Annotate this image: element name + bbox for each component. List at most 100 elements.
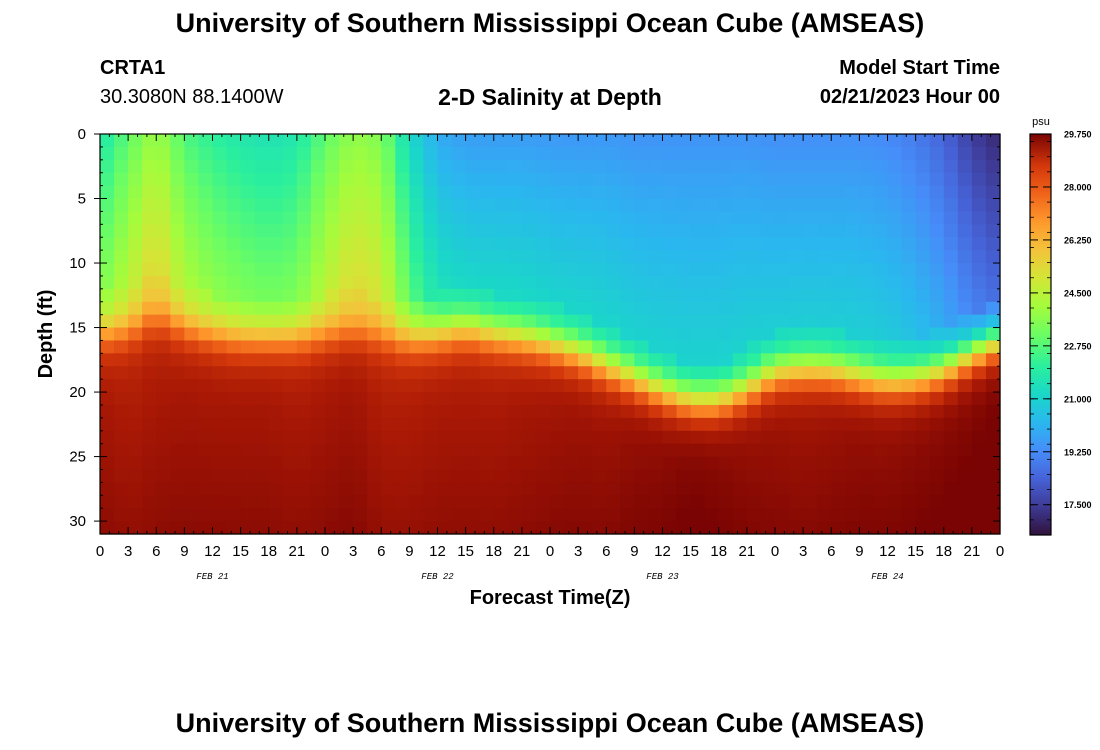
heatmap-cell <box>606 146 621 161</box>
heatmap-cell <box>156 211 171 225</box>
heatmap-cell <box>521 314 537 329</box>
heatmap-cell <box>212 314 228 329</box>
x-tick-label: 15 <box>682 543 699 560</box>
heatmap-cell <box>775 146 790 161</box>
heatmap-cell <box>451 146 467 161</box>
station-name: CRTA1 <box>100 57 166 79</box>
heatmap-cell <box>859 172 875 187</box>
heatmap-cell <box>156 469 171 483</box>
heatmap-cell <box>479 288 495 303</box>
heatmap-cell <box>325 430 340 445</box>
heatmap-cell <box>409 250 425 264</box>
heatmap-cell <box>592 443 607 458</box>
heatmap-cell <box>732 185 748 200</box>
heatmap-cell <box>592 263 607 277</box>
heatmap-cell <box>760 198 776 213</box>
x-tick-label: 3 <box>349 543 357 560</box>
heatmap-cell <box>142 301 157 316</box>
heatmap-cell <box>634 430 650 445</box>
heatmap-cell <box>451 521 467 535</box>
heatmap-cell <box>114 521 129 535</box>
heatmap-cell <box>718 211 734 225</box>
heatmap-cell <box>268 134 284 148</box>
heatmap-cell <box>493 430 509 445</box>
heatmap-cell <box>296 159 312 174</box>
heatmap-cell <box>240 443 256 458</box>
heatmap-cell <box>493 250 509 264</box>
heatmap-cell <box>578 327 593 342</box>
heatmap-cell <box>831 301 846 316</box>
heatmap-cell <box>901 404 917 419</box>
heatmap-cell <box>803 314 818 329</box>
heatmap-cell <box>859 185 875 200</box>
heatmap-cell <box>943 430 959 445</box>
heatmap-cell <box>845 288 860 303</box>
heatmap-cell <box>339 224 354 238</box>
heatmap-cell <box>156 134 171 148</box>
heatmap-cell <box>325 417 340 432</box>
heatmap-cell <box>170 263 185 277</box>
heatmap-cell <box>521 353 537 367</box>
heatmap-cell <box>114 417 129 432</box>
heatmap-cell <box>789 237 804 251</box>
heatmap-cell <box>184 301 200 316</box>
heatmap-cell <box>690 340 706 354</box>
heatmap-cell <box>718 237 734 251</box>
heatmap-cell <box>957 146 973 161</box>
heatmap-cell <box>676 379 692 393</box>
heatmap-cell <box>831 430 846 445</box>
heatmap-cell <box>240 521 256 535</box>
heatmap-cell <box>578 379 593 393</box>
heatmap-cell <box>198 353 214 367</box>
heatmap-cell <box>971 224 987 238</box>
heatmap-cell <box>198 340 214 354</box>
heatmap-cell <box>254 521 270 535</box>
heatmap-cell <box>339 134 354 148</box>
heatmap-cell <box>325 495 340 509</box>
heatmap-cell <box>184 159 200 174</box>
heatmap-cell <box>985 185 1001 200</box>
heatmap-cell <box>592 314 607 329</box>
heatmap-cell <box>465 185 481 200</box>
heatmap-cell <box>100 417 115 432</box>
heatmap-cell <box>395 340 410 354</box>
heatmap-cell <box>465 314 481 329</box>
heatmap-cell <box>367 417 382 432</box>
heatmap-cell <box>985 224 1001 238</box>
heatmap-cell <box>296 366 312 380</box>
heatmap-cell <box>550 237 565 251</box>
heatmap-cell <box>310 134 326 148</box>
heatmap-cell <box>128 366 143 380</box>
heatmap-cell <box>339 198 354 213</box>
heatmap-cell <box>845 430 860 445</box>
heatmap-cell <box>353 146 368 161</box>
heatmap-cell <box>170 508 185 522</box>
heatmap-cell <box>564 353 579 367</box>
heatmap-cell <box>493 224 509 238</box>
heatmap-cell <box>746 224 762 238</box>
heatmap-cell <box>282 430 298 445</box>
heatmap-cell <box>254 224 270 238</box>
heatmap-cell <box>760 159 776 174</box>
heatmap-cell <box>479 508 495 522</box>
heatmap-cell <box>817 495 832 509</box>
heatmap-cell <box>156 456 171 471</box>
heatmap-cell <box>831 211 846 225</box>
heatmap-cell <box>606 263 621 277</box>
heatmap-cell <box>704 392 720 406</box>
heatmap-cell <box>381 430 396 445</box>
heatmap-cell <box>915 198 931 213</box>
heatmap-cell <box>507 159 523 174</box>
heatmap-cell <box>606 301 621 316</box>
heatmap-cell <box>817 508 832 522</box>
heatmap-cell <box>212 521 228 535</box>
heatmap-cell <box>409 469 425 483</box>
heatmap-cell <box>592 430 607 445</box>
heatmap-cell <box>521 340 537 354</box>
heatmap-cell <box>142 146 157 161</box>
heatmap-cell <box>128 521 143 535</box>
heatmap-cell <box>564 211 579 225</box>
heatmap-cell <box>423 482 439 496</box>
heatmap-cell <box>367 430 382 445</box>
heatmap-cell <box>957 288 973 303</box>
